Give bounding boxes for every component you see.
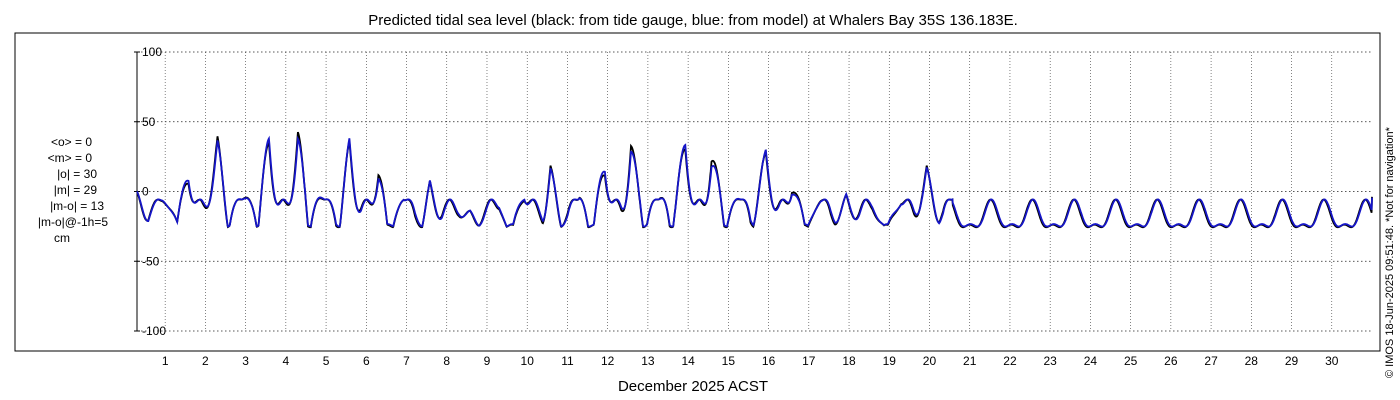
x-tick-label: 27 <box>1204 354 1218 368</box>
stat-abs-diff-lag: |m-o|@-1h=5 <box>38 215 108 229</box>
x-tick-label: 20 <box>923 354 937 368</box>
x-tick-label: 13 <box>641 354 655 368</box>
x-tick-label: 1 <box>162 354 169 368</box>
x-tick-label: 11 <box>561 354 574 368</box>
x-tick-label: 8 <box>443 354 450 368</box>
x-tick-label: 21 <box>963 354 977 368</box>
x-tick-label: 23 <box>1043 354 1057 368</box>
y-tick-label: -50 <box>142 254 160 268</box>
series-tide-gauge <box>136 131 1373 229</box>
plot-frame <box>14 32 1381 352</box>
x-tick-label: 15 <box>722 354 736 368</box>
x-tick-label: 30 <box>1325 354 1339 368</box>
stat-abs-diff: |m-o| = 13 <box>50 199 104 213</box>
x-tick-label: 6 <box>363 354 370 368</box>
x-tick-label: 28 <box>1245 354 1259 368</box>
y-tick-label: 100 <box>142 45 162 59</box>
series-model <box>136 135 1373 228</box>
x-tick-label: 14 <box>681 354 695 368</box>
y-tick-label: 50 <box>142 115 156 129</box>
stat-abs-model: |m| = 29 <box>54 183 98 197</box>
stat-mean-model: <m> = 0 <box>48 151 93 165</box>
x-tick-label: 19 <box>883 354 897 368</box>
x-tick-label: 25 <box>1124 354 1138 368</box>
x-tick-label: 5 <box>323 354 330 368</box>
x-tick-label: 16 <box>762 354 776 368</box>
x-tick-label: 3 <box>242 354 249 368</box>
stats-panel: <o> = 0 <m> = 0 |o| = 30 |m| = 29 |m-o| … <box>38 135 108 245</box>
x-tick-label: 2 <box>202 354 209 368</box>
x-tick-label: 7 <box>403 354 410 368</box>
y-tick-label: 0 <box>142 185 149 199</box>
x-tick-label: 12 <box>601 354 615 368</box>
x-tick-label: 22 <box>1003 354 1017 368</box>
stat-mean-observed: <o> = 0 <box>51 135 92 149</box>
x-tick-label: 9 <box>484 354 491 368</box>
x-tick-label: 17 <box>802 354 816 368</box>
x-tick-label: 18 <box>842 354 856 368</box>
x-tick-label: 4 <box>282 354 289 368</box>
grid-lines <box>137 51 1372 332</box>
x-tick-label: 10 <box>521 354 535 368</box>
x-axis-label: December 2025 ACST <box>618 378 768 395</box>
stat-abs-observed: |o| = 30 <box>57 167 97 181</box>
x-tick-label: 26 <box>1164 354 1178 368</box>
stat-unit: cm <box>54 231 70 245</box>
series-lines <box>136 131 1373 229</box>
credit-note: © IMOS 18-Jun-2025 09:51:48. *Not for na… <box>1384 126 1396 378</box>
x-tick-label: 29 <box>1285 354 1299 368</box>
y-tick-label: -100 <box>142 324 166 338</box>
x-tick-label: 24 <box>1084 354 1098 368</box>
chart-title: Predicted tidal sea level (black: from t… <box>368 12 1018 29</box>
